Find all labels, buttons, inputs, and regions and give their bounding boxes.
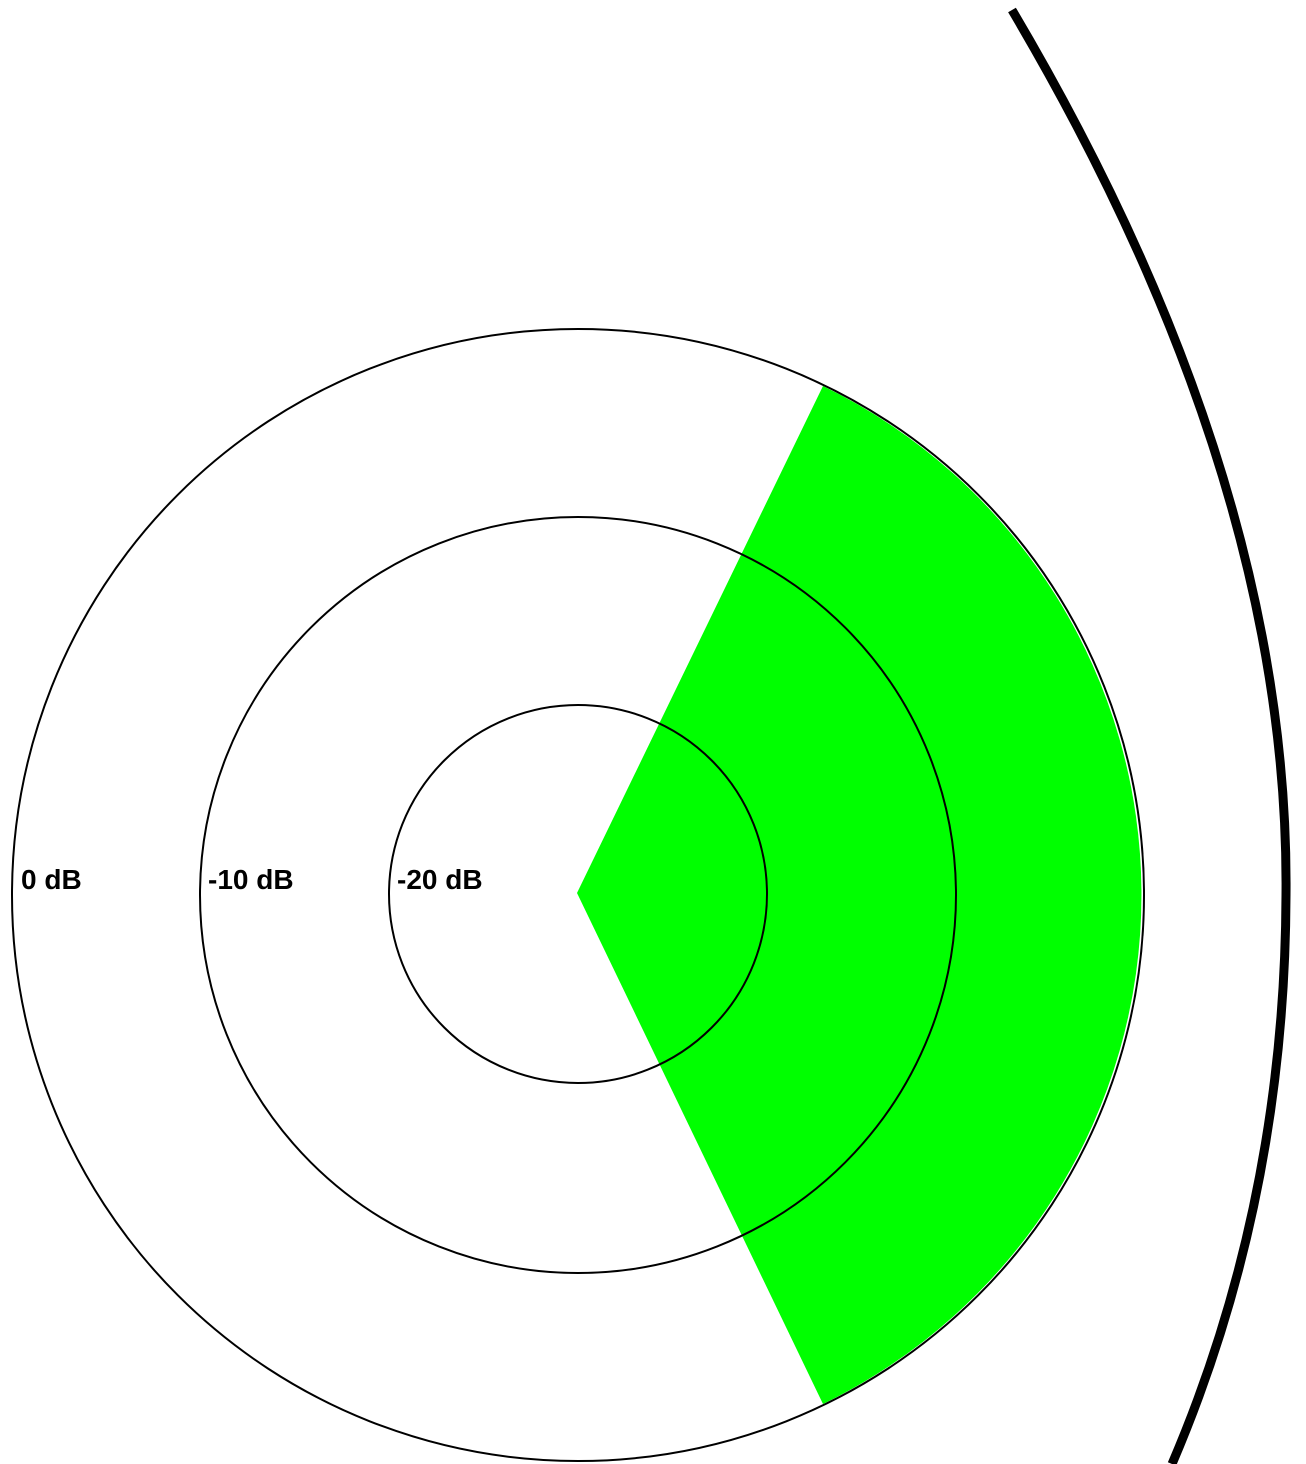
ring-minus-10-db	[199, 516, 957, 1274]
ring-label-0-db: 0 dB	[21, 864, 82, 895]
ring-0-db	[11, 328, 1145, 1462]
coverage-sector	[577, 386, 1142, 1404]
outer-boundary-arc	[1008, 7, 1291, 1464]
ring-label-minus-10-db: -10 dB	[208, 864, 294, 895]
ring-label-minus-20-db: -20 dB	[397, 864, 483, 895]
ring-minus-20-db	[388, 704, 768, 1084]
